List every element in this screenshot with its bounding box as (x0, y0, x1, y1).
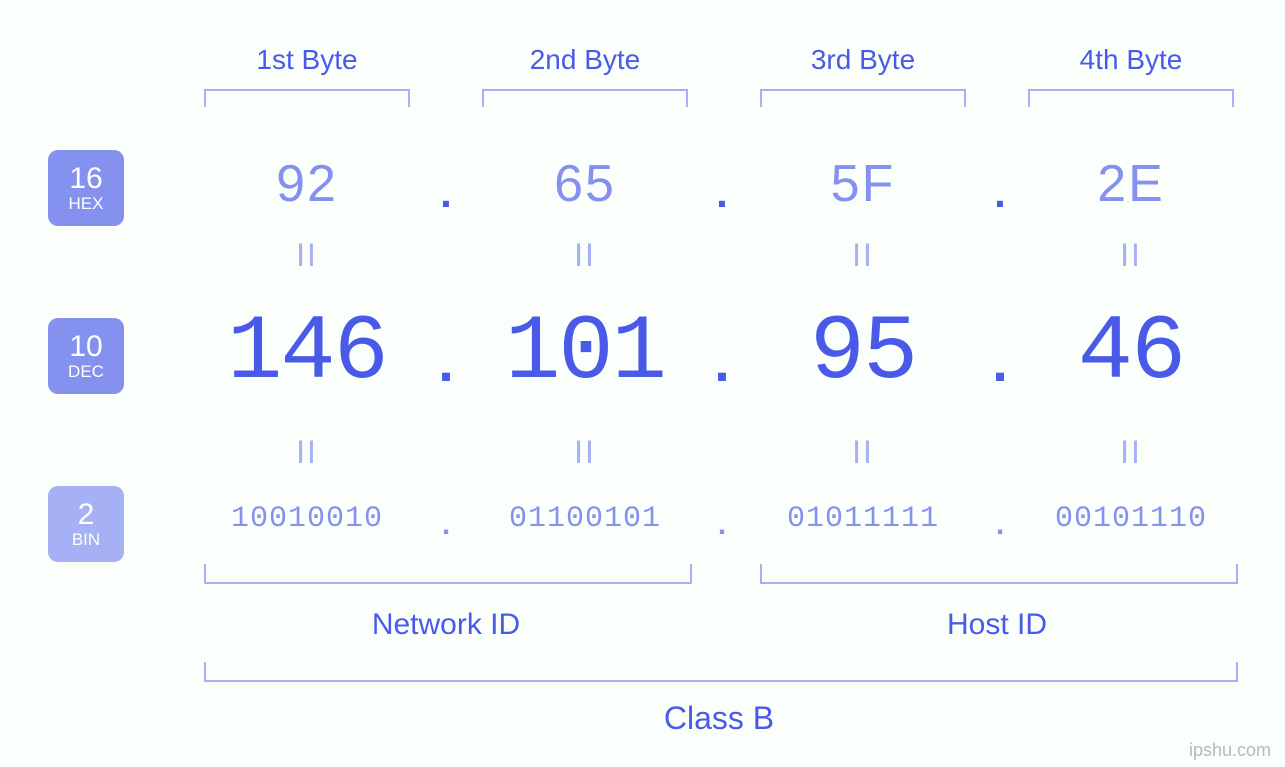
network-id-label: Network ID (204, 608, 688, 642)
byte-header: 4th Byte (1022, 44, 1240, 76)
dec-value: 101 (476, 300, 694, 405)
base-label: BIN (72, 531, 100, 549)
byte-header: 1st Byte (198, 44, 416, 76)
base-badge-dec: 10 DEC (48, 318, 124, 394)
dec-value: 46 (1022, 300, 1240, 405)
equals-icon: II (1022, 237, 1240, 274)
separator-dot: . (438, 334, 454, 390)
separator-dot: . (994, 172, 1006, 214)
separator-dot: . (442, 510, 450, 540)
byte-column-4: 4th Byte 2E II 46 II 00101110 (1022, 0, 1240, 580)
base-label: DEC (68, 363, 104, 381)
separator-dot: . (716, 172, 728, 214)
bin-value: 01100101 (476, 502, 694, 536)
equals-icon: II (198, 237, 416, 274)
hex-value: 92 (198, 154, 416, 214)
watermark: ipshu.com (1189, 740, 1271, 761)
dec-value: 146 (198, 300, 416, 405)
byte-header: 3rd Byte (754, 44, 972, 76)
byte-column-3: 3rd Byte 5F II 95 II 01011111 (754, 0, 972, 580)
equals-icon: II (198, 434, 416, 471)
bin-value: 00101110 (1022, 502, 1240, 536)
hex-value: 5F (754, 154, 972, 214)
bin-value: 10010010 (198, 502, 416, 536)
hex-value: 65 (476, 154, 694, 214)
equals-icon: II (476, 434, 694, 471)
separator-dot: . (992, 334, 1008, 390)
equals-icon: II (754, 237, 972, 274)
equals-icon: II (754, 434, 972, 471)
base-badge-bin: 2 BIN (48, 486, 124, 562)
base-number: 2 (78, 499, 95, 531)
hex-value: 2E (1022, 154, 1240, 214)
dec-value: 95 (754, 300, 972, 405)
bin-value: 01011111 (754, 502, 972, 536)
base-label: HEX (69, 195, 104, 213)
byte-column-2: 2nd Byte 65 II 101 II 01100101 (476, 0, 694, 580)
class-bracket-icon (204, 662, 1238, 682)
separator-dot: . (718, 510, 726, 540)
base-badge-hex: 16 HEX (48, 150, 124, 226)
byte-column-1: 1st Byte 92 II 146 II 10010010 (198, 0, 416, 580)
separator-dot: . (714, 334, 730, 390)
base-number: 16 (69, 163, 102, 195)
separator-dot: . (440, 172, 452, 214)
equals-icon: II (476, 237, 694, 274)
base-number: 10 (69, 331, 102, 363)
host-id-label: Host ID (760, 608, 1234, 642)
byte-bracket-icon (1028, 89, 1234, 107)
byte-bracket-icon (204, 89, 410, 107)
equals-icon: II (1022, 434, 1240, 471)
host-id-bracket-icon (760, 564, 1238, 584)
class-label: Class B (204, 700, 1234, 737)
byte-bracket-icon (482, 89, 688, 107)
separator-dot: . (996, 510, 1004, 540)
byte-bracket-icon (760, 89, 966, 107)
byte-header: 2nd Byte (476, 44, 694, 76)
network-id-bracket-icon (204, 564, 692, 584)
